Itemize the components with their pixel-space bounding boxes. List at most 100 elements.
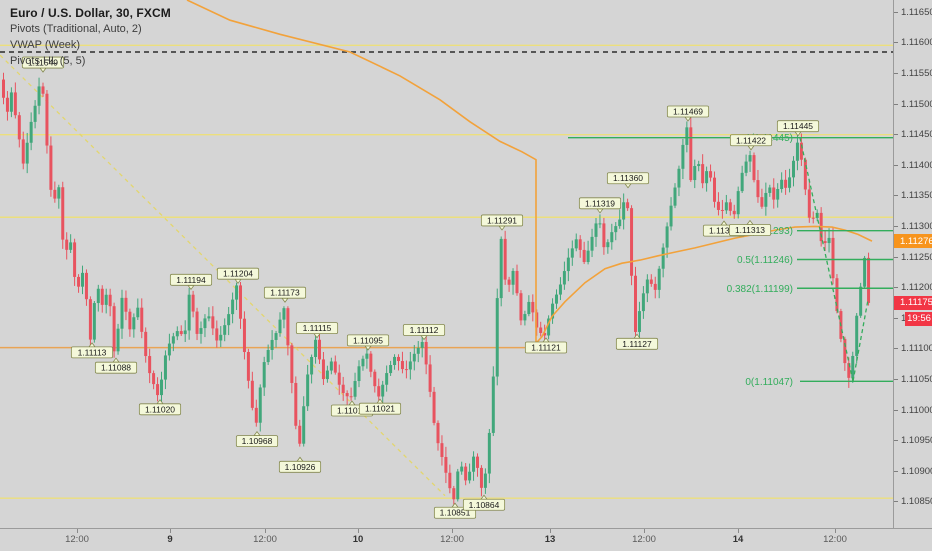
- candle-body: [752, 155, 756, 181]
- candle-body: [167, 343, 171, 356]
- price-tick-label: 1.11250: [901, 251, 932, 263]
- candle-body: [867, 257, 871, 303]
- candle-body: [685, 127, 689, 145]
- pivot-high-label[interactable]: 1.11549: [21, 56, 65, 73]
- candle-body: [736, 191, 740, 215]
- vwap-line[interactable]: [186, 0, 873, 346]
- time-tick-label: 9: [167, 534, 173, 545]
- candle-body: [590, 236, 594, 251]
- price-axis[interactable]: 1.11650 1.11600 1.11550 1.11500 1.11450 1.114…: [893, 0, 932, 528]
- pivot-label-text: 1.11313: [735, 225, 765, 235]
- pivot-high-label[interactable]: 1.11422: [729, 134, 773, 151]
- pivot-high-label[interactable]: 1.11194: [169, 273, 213, 290]
- pivot-low-label[interactable]: 1.11313: [728, 219, 772, 236]
- indicator-pivots-hl[interactable]: Pivots HL (5, 5): [10, 55, 86, 67]
- pivot-label-text: 1.11113: [78, 347, 107, 357]
- pivot-high-label[interactable]: 1.11204: [216, 267, 260, 284]
- price-tick-mark: [894, 440, 898, 442]
- price-tick-label: 1.11450: [901, 129, 932, 141]
- pivot-label-box: [462, 498, 506, 511]
- candle-body: [258, 387, 262, 423]
- candle-body: [479, 467, 483, 488]
- pivot-low-label[interactable]: 1.11121: [524, 337, 568, 354]
- time-axis[interactable]: 12:00 9 12:00 10 12:00 13 12:00 14 12:00: [0, 528, 932, 551]
- pivot-low-label[interactable]: 1.11127: [615, 333, 659, 350]
- candle-body: [669, 205, 673, 227]
- candle-body: [148, 356, 152, 374]
- candle-body: [661, 247, 665, 269]
- pivot-label-box: [216, 267, 260, 280]
- pivot-label-text: 1.11121: [531, 342, 561, 352]
- pivot-label-box: [358, 402, 402, 415]
- pivot-low-label[interactable]: 1.11113: [70, 342, 114, 359]
- pivot-label-box: [606, 172, 650, 185]
- pivot-high-label[interactable]: 1.11445: [776, 120, 820, 137]
- candle-body: [239, 285, 242, 319]
- candle-body: [365, 353, 369, 359]
- pivot-label-text: 1.10851: [440, 508, 471, 518]
- time-tick-mark: [358, 529, 359, 533]
- price-tick-mark: [894, 470, 898, 472]
- pivot-label-box: [295, 322, 339, 335]
- pivot-low-label[interactable]: 1.11020: [138, 399, 182, 416]
- candle-body: [152, 373, 156, 385]
- candle-body: [203, 318, 207, 329]
- candle-body: [657, 268, 661, 290]
- pivot-high-label[interactable]: 1.11291: [480, 214, 524, 231]
- candle-body: [191, 294, 195, 312]
- candle-body: [499, 238, 503, 299]
- pivot-label-text: 1.11095: [353, 335, 383, 345]
- candle-body: [491, 376, 495, 433]
- fib-level-label[interactable]: 0.382(1.11199): [727, 284, 793, 295]
- candle-body: [788, 177, 792, 188]
- pivot-label-box: [278, 460, 322, 473]
- candle-body: [408, 361, 412, 370]
- chart-canvas[interactable]: 1(1.11445)0.618(1.11293)0.5(1.11246)0.38…: [0, 0, 893, 528]
- candle-body: [653, 283, 657, 290]
- candle-body: [349, 396, 353, 398]
- price-tick-mark: [894, 256, 898, 258]
- candle-body: [132, 317, 136, 330]
- pivot-low-label[interactable]: 1.10926: [278, 456, 322, 473]
- candle-body: [740, 172, 744, 192]
- symbol-title[interactable]: Euro / U.S. Dollar, 30, FXCM: [10, 6, 171, 20]
- candle-body: [531, 301, 535, 313]
- fib-level-label[interactable]: 0(1.11047): [745, 377, 793, 388]
- price-chart-svg[interactable]: 1(1.11445)0.618(1.11293)0.5(1.11246)0.38…: [0, 0, 893, 528]
- pivot-low-label[interactable]: 1.11021: [358, 398, 402, 415]
- pivot-low-label[interactable]: 1.10864: [462, 494, 506, 511]
- pivot-high-label[interactable]: 1.11115: [295, 322, 339, 339]
- indicator-vwap[interactable]: VWAP (Week): [10, 39, 81, 51]
- candle-body: [250, 380, 254, 408]
- time-tick-label: 12:00: [823, 534, 847, 545]
- candle-body: [65, 239, 69, 250]
- pivot-high-label[interactable]: 1.11319: [578, 197, 622, 214]
- indicator-pivots-traditional[interactable]: Pivots (Traditional, Auto, 2): [10, 23, 142, 35]
- pivot-label-text: 1.11422: [736, 135, 766, 145]
- pivot-label-text: 1.11319: [585, 198, 615, 208]
- candle-body: [428, 364, 432, 392]
- candle-body: [215, 328, 219, 341]
- pivot-label-box: [169, 273, 213, 286]
- candle-body: [487, 432, 491, 474]
- pivot-label-box: [235, 435, 279, 448]
- pivot-high-label[interactable]: 1.11112: [402, 324, 446, 341]
- pivot-high-label[interactable]: 1.11360: [606, 172, 650, 189]
- pivot-label-pointer: [376, 398, 384, 404]
- price-tick-label: 1.11650: [901, 6, 932, 18]
- candle-body: [630, 208, 634, 276]
- pivot-label-pointer: [596, 208, 604, 214]
- pivot-high-label[interactable]: 1.11173: [263, 286, 307, 303]
- candle-body: [539, 327, 543, 333]
- pivot-low-label[interactable]: 1.11088: [94, 357, 138, 374]
- candle-body: [282, 308, 286, 320]
- pivot-high-label[interactable]: 1.11095: [346, 334, 390, 351]
- candle-body: [586, 250, 590, 263]
- candle-body: [768, 187, 772, 193]
- candle-body: [92, 303, 96, 340]
- pivot-high-label[interactable]: 1.11469: [666, 105, 710, 122]
- candle-body: [784, 179, 788, 188]
- pivot-low-label[interactable]: 1.10968: [235, 430, 279, 448]
- vwap-price-badge: 1.11276: [894, 234, 932, 249]
- fib-level-label[interactable]: 0.5(1.11246): [737, 255, 793, 266]
